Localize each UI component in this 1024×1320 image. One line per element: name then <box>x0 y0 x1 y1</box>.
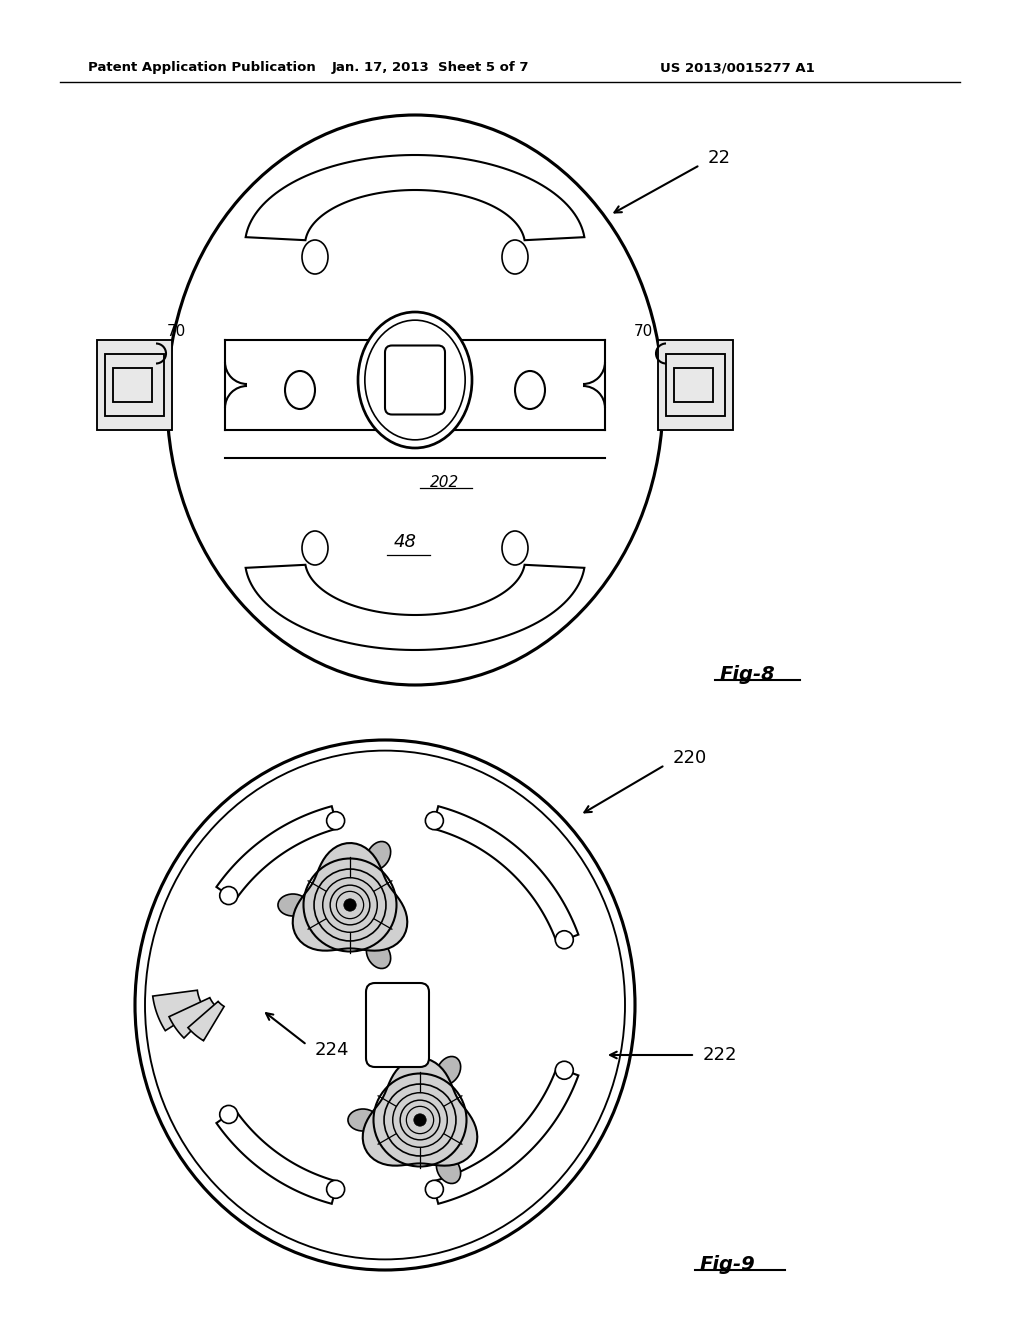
Ellipse shape <box>302 531 328 565</box>
Ellipse shape <box>302 240 328 275</box>
Polygon shape <box>153 990 204 1031</box>
Circle shape <box>344 899 356 911</box>
Text: 70: 70 <box>167 323 186 338</box>
Bar <box>97 341 172 430</box>
Polygon shape <box>362 1059 477 1166</box>
Circle shape <box>555 1061 573 1080</box>
Polygon shape <box>169 998 216 1038</box>
Ellipse shape <box>436 1155 461 1184</box>
Bar <box>113 368 152 403</box>
Text: 224: 224 <box>315 1041 349 1059</box>
Circle shape <box>555 931 573 949</box>
Text: 22: 22 <box>708 149 731 168</box>
Circle shape <box>220 1105 238 1123</box>
Polygon shape <box>216 807 338 900</box>
Ellipse shape <box>365 321 465 440</box>
Polygon shape <box>246 565 585 649</box>
Ellipse shape <box>373 989 418 1061</box>
FancyBboxPatch shape <box>385 346 445 414</box>
FancyBboxPatch shape <box>366 983 429 1067</box>
Ellipse shape <box>135 741 635 1270</box>
Polygon shape <box>246 154 585 240</box>
Circle shape <box>425 1180 443 1199</box>
Text: Jan. 17, 2013  Sheet 5 of 7: Jan. 17, 2013 Sheet 5 of 7 <box>331 62 528 74</box>
Polygon shape <box>432 1068 579 1204</box>
Ellipse shape <box>515 371 545 409</box>
Ellipse shape <box>367 841 390 870</box>
Bar <box>674 368 713 403</box>
Text: 202: 202 <box>430 475 460 490</box>
Bar <box>225 341 605 430</box>
Bar <box>105 354 164 416</box>
Ellipse shape <box>502 531 528 565</box>
Text: 48: 48 <box>393 533 417 550</box>
Text: 70: 70 <box>634 323 653 338</box>
Bar <box>658 341 733 430</box>
Circle shape <box>425 812 443 830</box>
Polygon shape <box>216 1110 338 1204</box>
Polygon shape <box>432 807 579 942</box>
Text: 220: 220 <box>673 748 708 767</box>
Text: US 2013/0015277 A1: US 2013/0015277 A1 <box>660 62 815 74</box>
Ellipse shape <box>348 1109 378 1131</box>
Text: Fig-9: Fig-9 <box>700 1255 756 1274</box>
Text: Patent Application Publication: Patent Application Publication <box>88 62 315 74</box>
Ellipse shape <box>145 751 625 1259</box>
Ellipse shape <box>285 371 315 409</box>
Ellipse shape <box>278 894 308 916</box>
Text: 222: 222 <box>703 1045 737 1064</box>
Bar <box>666 354 725 416</box>
Ellipse shape <box>502 240 528 275</box>
Text: Fig-8: Fig-8 <box>720 665 776 684</box>
Ellipse shape <box>358 312 472 447</box>
Ellipse shape <box>367 940 390 969</box>
Circle shape <box>220 887 238 904</box>
Circle shape <box>414 1114 426 1126</box>
Circle shape <box>327 812 345 830</box>
Polygon shape <box>293 843 408 950</box>
Ellipse shape <box>436 1056 461 1085</box>
Polygon shape <box>188 1002 224 1040</box>
Circle shape <box>327 1180 345 1199</box>
